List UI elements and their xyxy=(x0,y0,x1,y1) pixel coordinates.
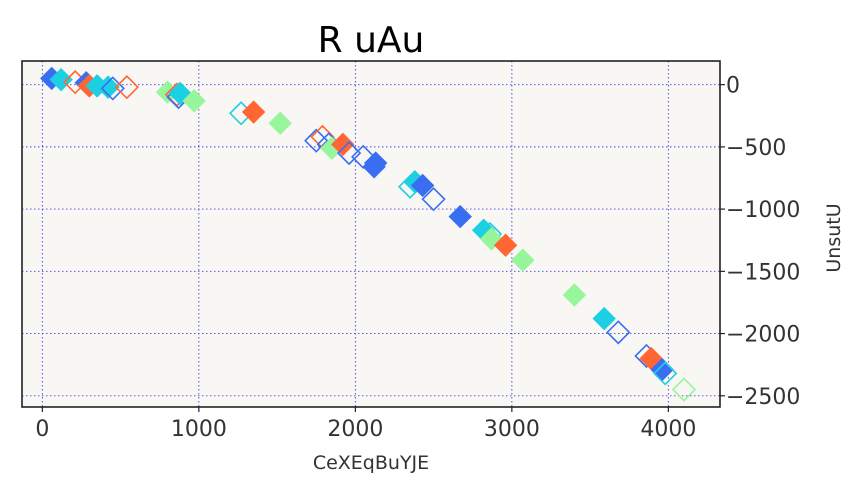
y-axis-label: UnsutU xyxy=(823,203,845,272)
x-tick-label: 0 xyxy=(35,417,49,442)
data-points xyxy=(40,66,697,402)
data-point xyxy=(96,75,120,99)
grid xyxy=(22,61,720,407)
chart-title: R uAu xyxy=(318,20,425,61)
plot-background xyxy=(22,61,720,407)
data-point xyxy=(511,248,535,272)
y-tick-label: 0 xyxy=(726,74,740,99)
data-point xyxy=(562,283,587,307)
y-axis-ticks: 0 −500 −1000 −1500 −2000 −2500 xyxy=(720,74,800,410)
data-point xyxy=(410,173,435,198)
data-point xyxy=(421,187,446,212)
x-tick-label: 2000 xyxy=(327,417,383,442)
data-point xyxy=(100,76,125,101)
x-tick-label: 4000 xyxy=(640,417,696,442)
data-point xyxy=(304,128,329,153)
x-tick-label: 1000 xyxy=(171,417,227,442)
data-point xyxy=(606,320,631,345)
x-axis-ticks: 0 1000 2000 3000 4000 xyxy=(35,407,696,442)
data-point xyxy=(241,100,266,124)
data-point xyxy=(653,361,678,386)
data-point xyxy=(331,132,355,157)
data-point xyxy=(49,67,73,92)
data-point xyxy=(114,75,139,100)
data-point xyxy=(363,151,388,175)
y-tick-label: −2500 xyxy=(726,385,800,410)
data-point xyxy=(182,89,206,113)
y-tick-label: −1000 xyxy=(726,198,800,223)
data-point xyxy=(493,233,518,257)
plot-frame xyxy=(21,60,721,408)
data-point xyxy=(351,144,376,169)
data-point xyxy=(448,204,472,229)
data-point xyxy=(336,140,362,166)
y-tick-label: −500 xyxy=(726,136,786,161)
y-tick-label: −1500 xyxy=(726,260,800,285)
data-point xyxy=(592,306,616,331)
x-tick-label: 3000 xyxy=(484,417,540,442)
y-tick-label: −2000 xyxy=(726,323,800,348)
data-point xyxy=(671,377,697,402)
data-point xyxy=(268,111,292,135)
x-axis-label: CeXEqBuYJE xyxy=(313,452,429,474)
